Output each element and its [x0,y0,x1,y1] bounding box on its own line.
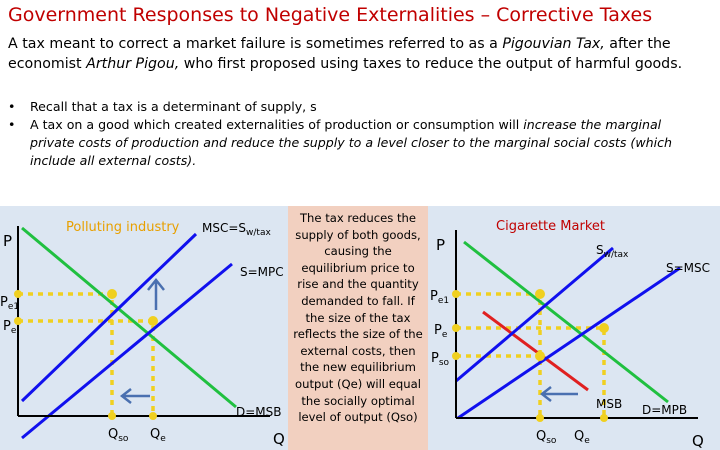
msc-label: MSC=Sw/tax [202,221,271,238]
dot-pe1 [14,290,22,298]
supply-tax-label: Sw/tax [596,243,629,260]
bullet-item: • Recall that a tax is a determinant of s… [8,98,708,116]
intro-text-2: after the economist [8,36,671,72]
dot-eq-tax [535,289,545,299]
qty-label-qe: Qe [574,429,590,446]
mpb-label: D=MPB [642,403,687,417]
chart-background [0,206,288,450]
demand-curve [21,226,237,409]
supply-tax-curve [455,246,614,383]
qty-label-qe: Qe [150,427,166,444]
price-label-pe: Pe [434,323,448,340]
dot-pso [452,352,460,360]
dot-eq-tax [107,289,117,299]
bullet-list: • Recall that a tax is a determinant of s… [8,98,708,170]
price-label-pe1: Pe1 [430,289,449,306]
chart-title: Polluting industry [66,220,180,235]
equilibrium-dots [14,289,158,420]
slide-title: Government Responses to Negative Externa… [8,4,653,26]
demand-label: D=MSB [236,405,282,419]
bullet-text: A tax on a good which created externalit… [30,117,524,132]
qty-label-qso: Qso [108,427,129,444]
x-axis-label: Q [692,432,704,450]
shift-arrows [119,277,165,404]
shift-arrows [539,386,578,402]
intro-term-pigouvian: Pigouvian Tax, [502,36,605,52]
bullet-item: • A tax on a good which created externali… [8,116,708,170]
polluting-industry-chart: Polluting industry P Q Pe1 Pe Qso Qe MSC… [0,206,288,450]
mpc-label: S=MPC [240,265,284,279]
y-axis-label: P [3,232,12,250]
chart-title: Cigarette Market [496,219,605,234]
intro-text-1: A tax meant to correct a market failure … [8,36,503,52]
dot-pe1 [452,290,460,298]
mpb-curve [463,240,669,404]
bullet-dot: • [8,99,16,114]
msc-label: S=MSC [666,261,710,275]
msc-curve [20,232,198,403]
cigarette-market-chart: Cigarette Market P Q Pe1 Pe Pso Qso Qe S… [428,206,720,450]
dot-qso [536,414,544,422]
explanation-box: The tax reduces the supply of both goods… [288,206,428,450]
dot-eq-social [535,351,545,361]
mpc-curve [21,262,233,440]
msb-label: MSB [596,397,622,411]
qty-label-qso: Qso [536,429,557,446]
msb-curve [482,310,589,392]
arrow-left [119,388,150,404]
price-label-pe: Pe [3,319,17,336]
bullet-dot: • [8,117,16,132]
x-axis-label: Q [273,430,285,448]
msc-curve [457,266,681,420]
dot-pe [14,317,22,325]
intro-person-pigou: Arthur Pigou, [86,56,180,72]
dot-eq-original [599,323,609,333]
intro-paragraph: A tax meant to correct a market failure … [8,34,713,74]
dot-qso [108,412,116,420]
price-label-pe1: Pe1 [0,295,19,312]
bullet-text: Recall that a tax is a determinant of su… [30,99,317,114]
arrow-left [539,386,578,402]
intro-text-3: who first proposed using taxes to reduce… [179,56,683,72]
equilibrium-dots [452,289,609,422]
y-axis-label: P [436,236,445,254]
price-label-pso: Pso [431,351,450,368]
dot-qe [149,412,157,420]
dot-pe [452,324,460,332]
arrow-up [147,277,165,310]
bullet-text: increase the marginal private costs of p… [30,117,673,168]
dot-qe [600,414,608,422]
dot-eq-original [148,316,158,326]
